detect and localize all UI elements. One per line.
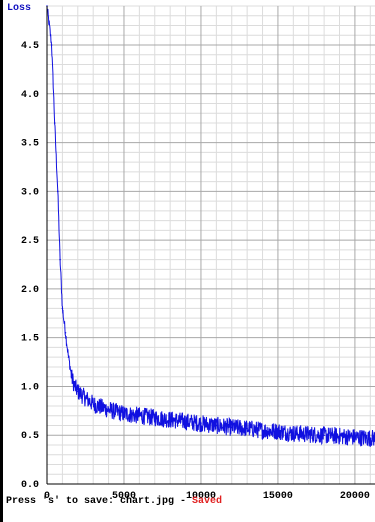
series-point [369, 437, 372, 439]
status-saved-label: Saved [192, 496, 223, 507]
y-tick-label: 1.5 [21, 334, 39, 345]
series-point [261, 429, 264, 432]
x-tick-label: 20000 [340, 491, 370, 502]
series-point [292, 432, 295, 435]
series-point [50, 44, 53, 46]
status-bar: Press 's' to save: chart.jpg - Saved [6, 496, 222, 507]
y-tick-label: 2.5 [21, 236, 39, 247]
series-point [338, 435, 341, 438]
x-tick-label: 5000 [112, 491, 136, 502]
y-tick-label: 3.5 [21, 139, 39, 150]
series-point [53, 122, 56, 124]
series-point [92, 403, 94, 405]
series-point [67, 356, 70, 358]
x-tick-label: 15000 [263, 491, 293, 502]
series-point [277, 430, 279, 433]
series-point [76, 390, 79, 393]
x-tick-label: 0 [44, 491, 50, 502]
series-point [215, 424, 218, 427]
series-point [307, 433, 310, 436]
y-tick-label: 4.0 [21, 90, 39, 101]
series-point [184, 420, 187, 423]
series-layer [46, 5, 375, 447]
series-point [107, 409, 110, 411]
series-point [73, 385, 76, 388]
series-point [200, 422, 202, 425]
major-grid [47, 6, 375, 484]
status-save-hint: Press 's' to save: chart.jpg [6, 496, 175, 507]
series-point [138, 414, 141, 417]
x-tick-label: 10000 [186, 491, 216, 502]
series-point [169, 418, 171, 421]
y-tick-label-origin: 0.0 [21, 480, 39, 491]
y-tick-label: 3.0 [21, 187, 39, 198]
series-point [153, 416, 156, 419]
series-point [61, 307, 64, 310]
series-point [123, 412, 125, 415]
status-separator: - [174, 496, 193, 507]
series-point [230, 426, 233, 429]
y-tick-label: 1.0 [21, 382, 39, 393]
y-tick-label: 2.0 [21, 285, 39, 296]
minor-grid [47, 5, 375, 484]
axis-layer: 0.5 1.0 1.5 2.0 2.5 3.0 3.5 4.0 4.5 0.0 0 5000 10000… [21, 6, 375, 502]
series-point [64, 331, 67, 334]
y-tick-label: 4.5 [21, 41, 39, 52]
y-tick-label: 0.5 [21, 431, 39, 442]
series-point [84, 397, 87, 399]
series-point [56, 190, 59, 193]
series-point [59, 258, 61, 261]
y-axis-title: Loss [7, 3, 31, 14]
series-point [354, 436, 356, 438]
series-point [323, 434, 325, 437]
series-line-0 [46, 5, 375, 447]
series-point [246, 427, 248, 430]
series-point [70, 375, 73, 378]
loss-chart: 0.5 1.0 1.5 2.0 2.5 3.0 3.5 4.0 4.5 0.0 0 5000 10000… [7, 3, 375, 502]
